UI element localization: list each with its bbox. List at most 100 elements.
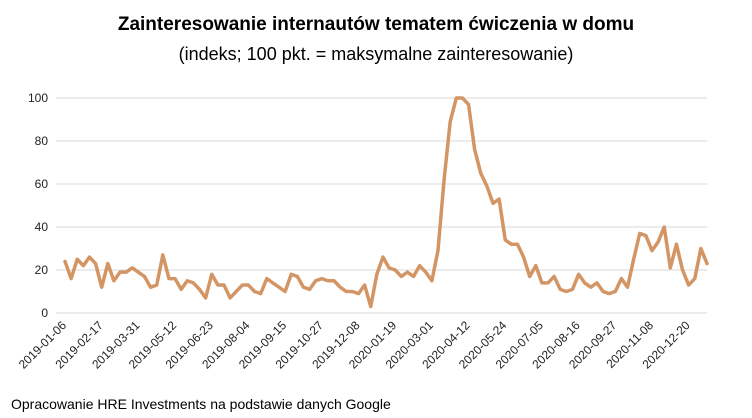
data-point — [332, 279, 336, 282]
data-point — [369, 305, 372, 308]
series-layer — [63, 96, 709, 309]
y-tick-label: 20 — [35, 263, 49, 277]
data-point — [192, 281, 195, 285]
data-point — [461, 96, 464, 100]
y-tick-label: 80 — [35, 134, 49, 148]
data-point — [161, 253, 165, 257]
data-point — [137, 270, 140, 274]
data-point — [436, 249, 440, 252]
y-axis-ticks: 0 20 40 60 80 100 — [28, 91, 48, 320]
data-point — [528, 275, 531, 278]
data-point — [699, 247, 703, 250]
data-point — [406, 270, 409, 274]
data-point — [216, 283, 220, 287]
data-point — [687, 283, 690, 287]
data-point — [442, 178, 446, 181]
data-point — [393, 268, 397, 272]
data-point — [124, 270, 128, 274]
data-point — [516, 243, 519, 246]
data-point — [644, 234, 648, 237]
data-point — [338, 286, 342, 289]
data-point — [559, 288, 562, 291]
data-point — [534, 264, 537, 267]
data-point — [491, 202, 495, 205]
data-point — [614, 290, 617, 293]
data-point — [656, 240, 660, 244]
data-point — [601, 290, 605, 293]
data-point — [497, 197, 501, 201]
data-point — [63, 260, 67, 263]
data-point — [620, 277, 623, 280]
x-axis-ticks: 2019-01-062019-02-172019-03-312019-05-12… — [16, 318, 693, 372]
data-point — [210, 273, 213, 276]
data-point — [69, 277, 73, 280]
data-point — [326, 279, 330, 282]
data-point — [424, 270, 427, 274]
data-point — [681, 268, 684, 272]
data-point — [345, 290, 348, 293]
data-point — [253, 290, 256, 293]
data-point — [118, 270, 122, 274]
data-point — [375, 273, 379, 276]
data-point — [693, 277, 696, 280]
data-point — [504, 238, 507, 242]
data-point — [247, 283, 250, 287]
data-point — [485, 184, 489, 188]
data-point — [522, 255, 525, 259]
data-point — [577, 273, 580, 276]
data-point — [571, 288, 574, 291]
data-point — [663, 225, 666, 229]
data-point — [357, 292, 360, 295]
data-point — [259, 292, 262, 295]
data-point — [149, 286, 152, 289]
chart-title: Zainteresowanie internautów tematem ćwic… — [117, 14, 635, 35]
data-point — [546, 281, 550, 285]
data-point — [186, 279, 189, 282]
data-point — [222, 283, 226, 287]
data-point — [228, 296, 232, 300]
gridlines — [56, 97, 707, 314]
data-point — [675, 243, 678, 246]
data-point — [632, 258, 635, 261]
data-point — [283, 290, 287, 293]
data-point — [669, 266, 672, 270]
data-point — [308, 288, 311, 291]
data-point — [552, 275, 556, 278]
data-point — [455, 96, 458, 100]
data-point — [100, 286, 103, 289]
data-point — [143, 275, 146, 278]
data-point — [94, 262, 97, 265]
data-point — [638, 232, 641, 235]
data-point — [179, 288, 183, 291]
data-point — [314, 279, 317, 282]
data-point — [363, 283, 366, 287]
y-tick-label: 40 — [35, 220, 49, 234]
data-point — [296, 275, 299, 278]
data-point — [82, 264, 85, 267]
data-point — [595, 281, 599, 285]
data-point — [112, 279, 116, 282]
data-point — [540, 281, 544, 285]
data-point — [418, 264, 421, 267]
data-point — [277, 286, 281, 289]
data-point — [88, 255, 91, 259]
data-point — [430, 279, 434, 282]
data-point — [271, 281, 275, 285]
data-point — [351, 290, 354, 293]
data-point — [198, 288, 201, 291]
data-point — [473, 148, 476, 151]
data-point — [449, 120, 452, 123]
data-point — [167, 277, 171, 280]
data-point — [400, 275, 403, 278]
data-point — [467, 103, 470, 106]
data-point — [589, 286, 593, 289]
y-tick-label: 100 — [28, 91, 48, 105]
y-tick-label: 0 — [41, 306, 48, 320]
data-point — [565, 290, 568, 293]
data-point — [155, 283, 158, 287]
data-point — [235, 290, 238, 293]
data-point — [204, 296, 207, 300]
data-point — [626, 286, 629, 289]
data-point — [387, 266, 391, 270]
data-point — [290, 273, 293, 276]
